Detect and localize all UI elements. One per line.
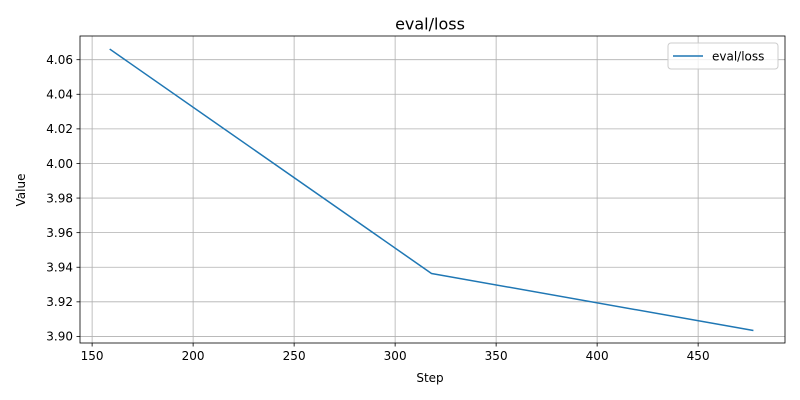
x-tick-label: 400 [586, 349, 609, 363]
grid-lines [80, 36, 785, 343]
x-tick-label: 350 [485, 349, 508, 363]
legend: eval/loss [667, 42, 779, 70]
legend-label: eval/loss [712, 50, 764, 64]
series-layer [109, 48, 754, 332]
x-tick-label: 150 [81, 349, 104, 363]
y-tick-label: 4.02 [46, 122, 73, 136]
y-axis-title: Value [14, 174, 28, 207]
y-tick-label: 3.92 [46, 295, 73, 309]
series-line-1 [109, 48, 754, 332]
y-tick-label: 3.96 [46, 226, 73, 240]
y-tick-label: 4.04 [46, 88, 73, 102]
y-axis: 3.90 3.92 3.94 3.96 3.98 4.00 4.02 4.04 4.06 [46, 53, 80, 344]
x-axis-title: Step [416, 371, 443, 385]
x-tick-label: 250 [283, 349, 306, 363]
chart-title: eval/loss [395, 15, 465, 34]
y-tick-label: 4.00 [46, 157, 73, 171]
y-tick-label: 3.98 [46, 191, 73, 205]
y-tick-label: 4.06 [46, 53, 73, 67]
y-tick-label: 3.90 [46, 330, 73, 344]
x-tick-label: 300 [384, 349, 407, 363]
x-axis: 150 200 250 300 350 400 450 [81, 343, 710, 363]
legend-box [667, 42, 779, 70]
x-tick-label: 200 [182, 349, 205, 363]
x-tick-label: 450 [687, 349, 710, 363]
plot-area-frame [79, 35, 786, 344]
y-tick-label: 3.94 [46, 261, 73, 275]
